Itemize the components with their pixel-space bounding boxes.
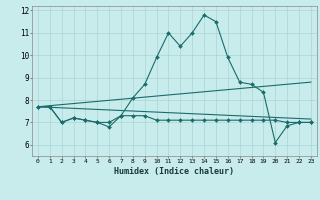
X-axis label: Humidex (Indice chaleur): Humidex (Indice chaleur) [115, 167, 234, 176]
